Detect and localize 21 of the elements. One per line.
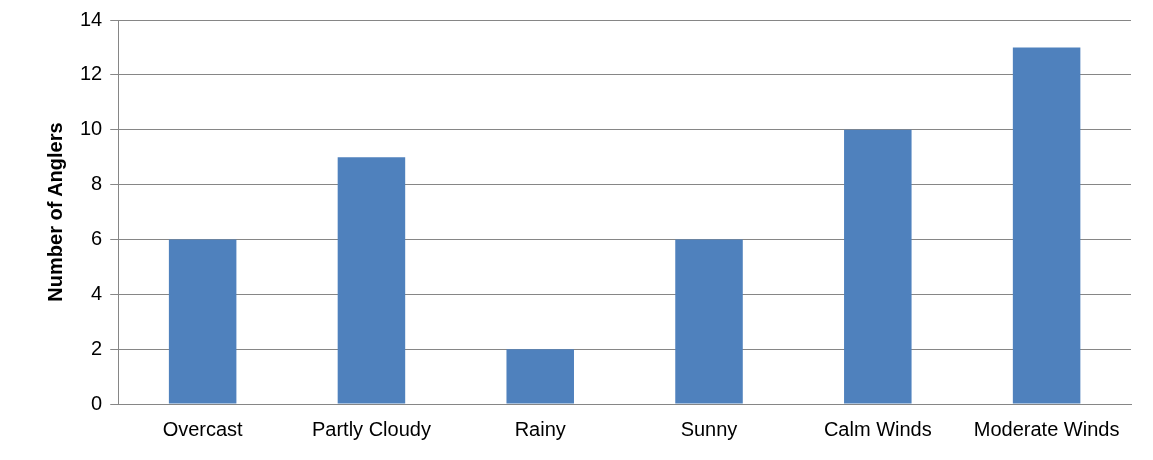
bar [168, 239, 237, 404]
x-tick-label: Overcast [162, 417, 244, 440]
bar [844, 129, 912, 404]
bar [675, 239, 743, 404]
y-tick-label: 8 [91, 172, 103, 195]
y-tick-label: 6 [91, 226, 103, 249]
y-tick-label: 0 [91, 391, 103, 414]
x-tick-label: Moderate Winds [973, 417, 1120, 440]
y-tick-label: 2 [91, 336, 103, 359]
y-tick-label: 12 [80, 62, 103, 85]
y-tick-label: 10 [80, 117, 103, 140]
x-tick-label: Sunny [680, 417, 738, 440]
x-tick-label: Calm Winds [823, 417, 932, 440]
x-tick-label: Rainy [514, 417, 566, 440]
y-tick-label: 14 [80, 7, 103, 30]
bar [1012, 47, 1081, 404]
x-tick-label: Partly Cloudy [311, 417, 431, 440]
y-tick-label: 4 [91, 281, 103, 304]
bar [337, 157, 406, 404]
bar [506, 349, 574, 404]
y-axis-title: Number of Anglers [43, 122, 66, 302]
